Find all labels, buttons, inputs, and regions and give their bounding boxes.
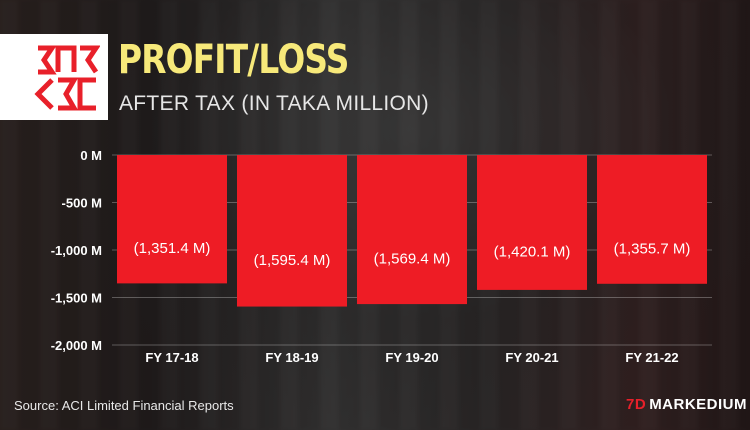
data-label: (1,355.7 M): [614, 240, 691, 257]
y-tick-label: -1,500 M: [51, 291, 102, 306]
data-label: (1,420.1 M): [494, 243, 571, 260]
source-note: Source: ACI Limited Financial Reports: [14, 398, 234, 413]
bar: [117, 155, 227, 284]
bar: [477, 155, 587, 290]
x-tick-label: FY 17-18: [145, 350, 198, 365]
brand-name: MARKEDIUM: [649, 396, 748, 413]
brand-wordmark: 7D MARKEDIUM: [626, 396, 747, 413]
data-label: (1,351.4 M): [134, 240, 211, 257]
y-tick-label: -500 M: [62, 196, 102, 211]
brand-mark: 7D: [626, 396, 647, 413]
data-label: (1,569.4 M): [374, 251, 451, 268]
chart-subtitle: AFTER TAX (IN TAKA MILLION): [119, 92, 429, 115]
x-tick-label: FY 20-21: [505, 350, 558, 365]
x-tick-label: FY 18-19: [265, 350, 318, 365]
chart-title: PROFIT/LOSS: [118, 37, 349, 83]
y-tick-label: -1,000 M: [51, 243, 102, 258]
y-tick-label: 0 M: [80, 148, 102, 163]
aci-logo-icon: [34, 45, 100, 111]
bar: [237, 155, 347, 307]
x-tick-label: FY 19-20: [385, 350, 438, 365]
data-label: (1,595.4 M): [254, 252, 331, 269]
bar: [597, 155, 707, 284]
bar-chart: 0 M -500 M -1,000 M -1,500 M -2,000 M (1,351.…: [51, 148, 712, 365]
bar: [357, 155, 467, 305]
x-tick-label: FY 21-22: [625, 350, 678, 365]
brand-logo: [0, 34, 108, 120]
y-tick-label: -2,000 M: [51, 338, 102, 353]
